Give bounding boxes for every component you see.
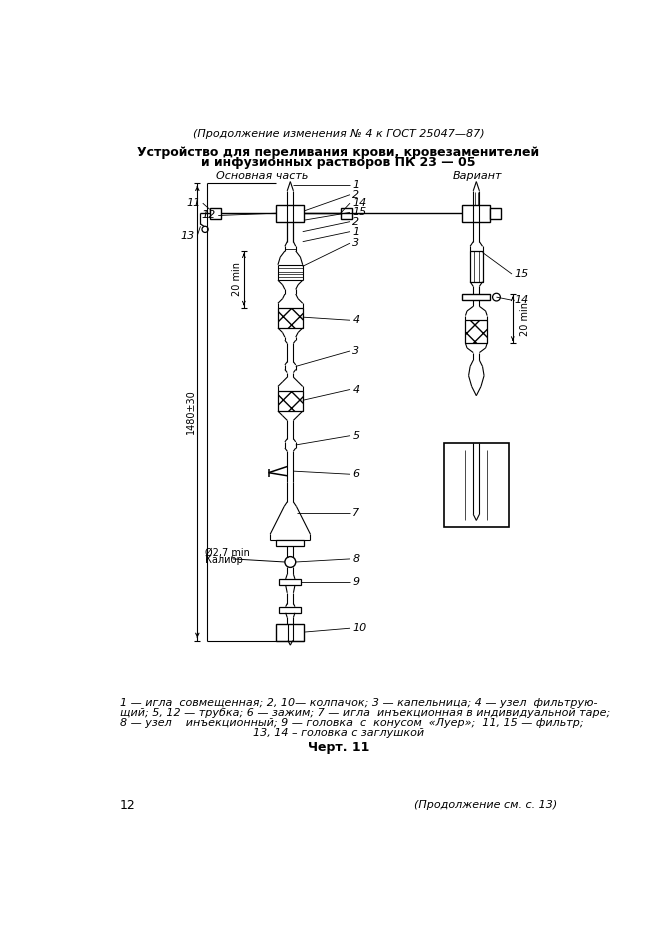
Bar <box>465 320 487 344</box>
Bar <box>490 208 501 219</box>
Text: 5: 5 <box>352 431 360 441</box>
Circle shape <box>492 293 500 301</box>
Bar <box>278 308 303 328</box>
Text: 8 — узел    инъекционный; 9 — головка  с  конусом  «Луер»;  11, 15 — фильтр;: 8 — узел инъекционный; 9 — головка с кон… <box>120 718 584 727</box>
Bar <box>280 579 301 585</box>
Text: 4: 4 <box>352 315 360 325</box>
Bar <box>210 208 221 219</box>
Text: 14: 14 <box>352 198 367 208</box>
Text: 10: 10 <box>352 623 367 634</box>
Text: Устройство для переливания крови, кровезаменителей: Устройство для переливания крови, кровез… <box>137 146 539 159</box>
Text: 2: 2 <box>352 190 360 199</box>
Text: и инфузионных растворов ПК 23 — 05: и инфузионных растворов ПК 23 — 05 <box>201 156 476 169</box>
Text: 14: 14 <box>514 295 529 305</box>
Bar <box>276 205 304 222</box>
Text: 8: 8 <box>352 554 360 563</box>
Text: Ø2,7 min: Ø2,7 min <box>205 548 250 558</box>
Text: 20 min: 20 min <box>232 262 242 297</box>
Text: 15: 15 <box>514 269 529 279</box>
Text: Основная часть: Основная часть <box>216 171 309 181</box>
Text: (Продолжение изменения № 4 к ГОСТ 25047—87): (Продолжение изменения № 4 к ГОСТ 25047—… <box>192 129 485 139</box>
Text: 9: 9 <box>352 577 360 587</box>
Bar <box>470 251 483 282</box>
Bar <box>276 623 304 640</box>
Text: щий; 5, 12 — трубка; 6 — зажим; 7 — игла  инъекционная в индивидуальной таре;: щий; 5, 12 — трубка; 6 — зажим; 7 — игла… <box>120 708 610 718</box>
Text: 1480±30: 1480±30 <box>186 389 196 434</box>
Text: 4: 4 <box>352 385 360 394</box>
Text: 15: 15 <box>352 208 367 217</box>
Bar <box>280 607 301 613</box>
Text: 13, 14 – головка с заглушкой: 13, 14 – головка с заглушкой <box>253 727 424 738</box>
Text: 6: 6 <box>352 469 360 479</box>
Text: Вариант: Вариант <box>453 171 502 181</box>
Text: 1: 1 <box>352 180 360 190</box>
Text: 1 — игла  совмещенная; 2, 10— колпачок; 3 — капельница; 4 — узел  фильтрую-: 1 — игла совмещенная; 2, 10— колпачок; 3… <box>120 697 598 708</box>
Text: 3: 3 <box>352 346 360 356</box>
Circle shape <box>285 557 295 567</box>
Text: (Продолжение см. с. 13): (Продолжение см. с. 13) <box>414 800 558 811</box>
Bar <box>276 540 304 546</box>
Text: Калибр: Калибр <box>205 555 243 565</box>
Bar <box>340 208 352 219</box>
Text: 13: 13 <box>180 230 195 241</box>
Text: 7: 7 <box>352 507 360 518</box>
Text: 12: 12 <box>120 798 136 812</box>
Circle shape <box>202 227 208 232</box>
Text: 12: 12 <box>202 211 216 221</box>
Bar <box>444 444 509 527</box>
Text: 1: 1 <box>352 227 360 237</box>
Bar <box>278 391 303 411</box>
Bar <box>463 205 490 222</box>
Text: Черт. 11: Черт. 11 <box>307 740 369 753</box>
Text: 2: 2 <box>352 216 360 227</box>
Text: 3: 3 <box>352 239 360 248</box>
Text: 20 min: 20 min <box>520 301 529 336</box>
Bar <box>463 294 490 300</box>
Text: 11: 11 <box>186 198 200 208</box>
